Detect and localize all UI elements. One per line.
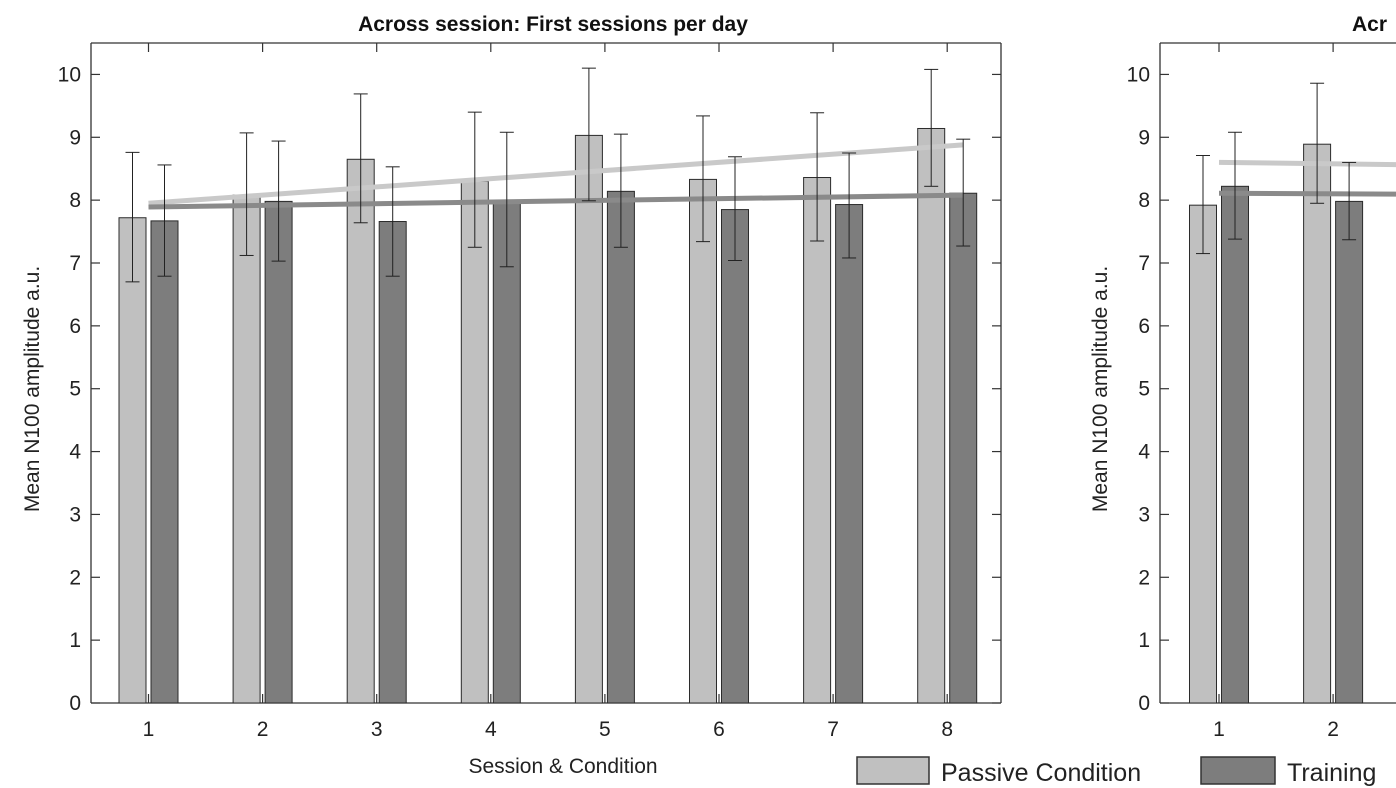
x-tick-label: 2 bbox=[257, 718, 269, 741]
bar bbox=[460, 180, 489, 704]
x-tick-label: 3 bbox=[371, 718, 383, 741]
bar bbox=[1189, 204, 1217, 704]
legend-swatch-passive bbox=[856, 756, 930, 785]
bar bbox=[606, 190, 635, 704]
bar bbox=[1221, 185, 1249, 704]
error-bar bbox=[353, 93, 368, 224]
error-bar bbox=[385, 166, 400, 277]
error-bar bbox=[271, 140, 286, 262]
y-tick-label: 2 bbox=[69, 566, 81, 589]
bar bbox=[917, 127, 946, 704]
x-tick-label: 5 bbox=[599, 718, 611, 741]
bar bbox=[232, 194, 261, 704]
legend-label-passive: Passive Condition bbox=[941, 759, 1141, 787]
y-tick-label: 7 bbox=[69, 252, 81, 275]
series-training bbox=[150, 190, 978, 704]
y-tick-label: 4 bbox=[1138, 441, 1150, 464]
error-bar bbox=[728, 156, 742, 261]
error-bar bbox=[956, 138, 971, 247]
bar bbox=[1303, 143, 1332, 704]
error-bar bbox=[696, 115, 710, 243]
y-tick-label: 9 bbox=[1138, 126, 1150, 149]
y-tick-label: 1 bbox=[1138, 629, 1150, 652]
x-tick-label: 1 bbox=[143, 718, 155, 741]
error-bar bbox=[467, 111, 482, 248]
x-tick-label: 1 bbox=[1213, 718, 1225, 741]
bar bbox=[378, 221, 407, 704]
y-tick-label: 6 bbox=[69, 315, 81, 338]
legend: Passive Condition Training bbox=[856, 756, 1376, 787]
y-axis-label: Mean N100 amplitude a.u. bbox=[1089, 266, 1112, 512]
y-tick-label: 10 bbox=[58, 63, 81, 86]
bar bbox=[803, 177, 832, 704]
x-tick-label: 2 bbox=[1327, 718, 1339, 741]
y-tick-label: 7 bbox=[1138, 252, 1150, 275]
y-tick-label: 4 bbox=[69, 441, 81, 464]
bar bbox=[264, 200, 293, 704]
y-tick-label: 6 bbox=[1138, 315, 1150, 338]
error-bar bbox=[499, 131, 514, 268]
error-bar bbox=[125, 151, 140, 283]
legend-label-training: Training bbox=[1287, 759, 1376, 787]
error-bar bbox=[1310, 82, 1325, 204]
axes: 0 1 2 3 4 5 6 7 8 9 10 1 2 bbox=[1127, 42, 1396, 741]
y-tick-label: 9 bbox=[69, 126, 81, 149]
y-tick-label: 0 bbox=[69, 692, 81, 715]
y-tick-label: 5 bbox=[69, 378, 81, 401]
bar bbox=[949, 192, 978, 704]
chart-title: Across session: First sessions per day bbox=[358, 13, 748, 36]
error-bar bbox=[1342, 161, 1357, 241]
trend-line bbox=[1218, 190, 1396, 197]
x-tick-label: 6 bbox=[713, 718, 725, 741]
error-bar bbox=[157, 164, 172, 277]
error-bar bbox=[1228, 131, 1242, 240]
bar bbox=[835, 204, 864, 704]
bar bbox=[492, 200, 521, 704]
y-tick-label: 2 bbox=[1138, 566, 1150, 589]
y-tick-label: 0 bbox=[1138, 692, 1150, 715]
y-tick-label: 8 bbox=[1138, 189, 1150, 212]
error-bar bbox=[810, 112, 825, 242]
error-bar bbox=[1196, 155, 1210, 255]
x-tick-label: 8 bbox=[941, 718, 953, 741]
error-bar bbox=[924, 68, 939, 187]
chart-across-session-second: Acr Mean N100 amplitude a.u. 0 1 2 3 4 5 6 7 8 9 1… bbox=[1089, 13, 1396, 741]
series-passive-condition bbox=[1189, 143, 1332, 704]
bar bbox=[1335, 200, 1364, 704]
error-bar bbox=[581, 67, 596, 202]
chart-across-session-first: Across session: First sessions per day S… bbox=[21, 13, 1002, 778]
y-tick-label: 3 bbox=[1138, 503, 1150, 526]
trend-line bbox=[1218, 159, 1396, 168]
error-bar bbox=[239, 132, 254, 256]
x-tick-label: 7 bbox=[827, 718, 839, 741]
y-axis-label: Mean N100 amplitude a.u. bbox=[21, 266, 44, 512]
bar bbox=[689, 178, 717, 704]
trend-line bbox=[148, 142, 964, 206]
bar bbox=[150, 220, 179, 704]
y-tick-label: 10 bbox=[1127, 63, 1150, 86]
series-training bbox=[1221, 185, 1364, 704]
trend-line bbox=[148, 192, 964, 210]
y-tick-label: 3 bbox=[69, 503, 81, 526]
error-bar bbox=[842, 152, 857, 259]
bar bbox=[346, 158, 375, 704]
y-tick-label: 1 bbox=[69, 629, 81, 652]
bar bbox=[721, 209, 749, 704]
bar bbox=[118, 217, 147, 704]
series-passive-condition bbox=[118, 127, 946, 704]
x-axis-label: Session & Condition bbox=[468, 755, 657, 778]
error-bar bbox=[613, 133, 628, 248]
legend-swatch-training bbox=[1200, 756, 1276, 785]
x-tick-label: 4 bbox=[485, 718, 497, 741]
y-tick-label: 5 bbox=[1138, 378, 1150, 401]
chart-title: Acr bbox=[1352, 13, 1387, 36]
y-tick-label: 8 bbox=[69, 189, 81, 212]
bar bbox=[574, 134, 603, 704]
